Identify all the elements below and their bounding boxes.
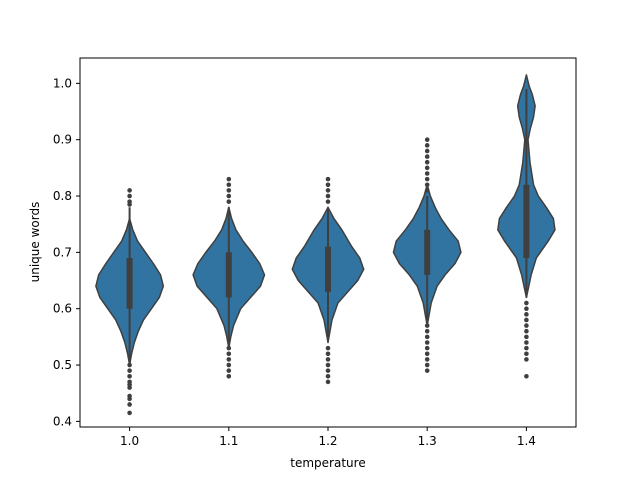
y-axis-label: unique words xyxy=(28,202,42,283)
outlier-point xyxy=(524,373,529,379)
y-tick-label: 0.4 xyxy=(53,414,72,428)
outlier-point xyxy=(424,334,430,340)
outlier-point xyxy=(127,373,132,379)
x-tick-label: 1.2 xyxy=(318,434,337,448)
iqr-box xyxy=(126,257,133,309)
outlier-point xyxy=(424,165,430,171)
outlier-point xyxy=(524,300,529,306)
violin-1.4 xyxy=(497,74,556,379)
outlier-point xyxy=(524,328,529,334)
outlier-point xyxy=(325,368,331,373)
outlier-point xyxy=(226,188,232,193)
outlier-point xyxy=(127,362,132,368)
y-tick-label: 0.9 xyxy=(53,133,72,147)
outlier-point xyxy=(524,345,529,351)
x-tick-label: 1.1 xyxy=(219,434,238,448)
outlier-point xyxy=(325,357,331,362)
outlier-point xyxy=(226,193,232,199)
violins-layer xyxy=(95,74,556,416)
outlier-point xyxy=(424,137,430,142)
outlier-point xyxy=(424,328,430,334)
outlier-point xyxy=(226,182,232,188)
outlier-point xyxy=(127,188,132,193)
outlier-point xyxy=(127,393,132,399)
iqr-box xyxy=(225,252,232,298)
outlier-point xyxy=(524,312,529,317)
outlier-point xyxy=(127,402,132,407)
outlier-point xyxy=(524,357,529,362)
y-tick-label: 0.6 xyxy=(53,302,72,316)
violin-1.2 xyxy=(291,176,365,385)
outlier-point xyxy=(325,351,331,357)
y-tick-label: 0.5 xyxy=(53,358,72,372)
x-axis-label: temperature xyxy=(290,456,365,470)
outlier-point xyxy=(226,368,232,373)
x-tick-label: 1.0 xyxy=(120,434,139,448)
outlier-point xyxy=(127,410,132,416)
outlier-point xyxy=(524,317,529,323)
x-tick-label: 1.4 xyxy=(517,434,536,448)
outlier-point xyxy=(325,379,331,385)
outlier-point xyxy=(226,362,232,368)
outlier-point xyxy=(424,176,430,182)
outlier-point xyxy=(325,193,331,199)
outlier-point xyxy=(325,199,331,204)
outlier-point xyxy=(524,306,529,311)
outlier-point xyxy=(424,362,430,368)
iqr-box xyxy=(523,184,530,258)
outlier-point xyxy=(424,171,430,176)
violin-1.3 xyxy=(392,137,462,373)
outlier-point xyxy=(127,379,132,385)
violin-1.0 xyxy=(95,188,165,416)
y-ticks: 0.4 0.5 0.6 0.7 0.8 0.9 1.0 xyxy=(53,76,80,428)
outlier-point xyxy=(325,362,331,368)
outlier-point xyxy=(325,176,331,182)
outlier-point xyxy=(524,340,529,345)
outlier-point xyxy=(127,193,132,199)
outlier-point xyxy=(424,345,430,351)
outlier-point xyxy=(325,182,331,188)
outlier-point xyxy=(424,340,430,345)
outlier-point xyxy=(226,357,232,362)
outlier-point xyxy=(524,323,529,328)
outlier-point xyxy=(325,345,331,351)
outlier-point xyxy=(226,373,232,379)
outlier-point xyxy=(424,148,430,154)
y-tick-label: 1.0 xyxy=(53,76,72,90)
outlier-point xyxy=(127,368,132,373)
outlier-point xyxy=(424,188,430,193)
outlier-point xyxy=(226,345,232,351)
outlier-point xyxy=(424,368,430,373)
outlier-point xyxy=(424,182,430,188)
outlier-point xyxy=(226,199,232,204)
x-ticks: 1.0 1.1 1.2 1.3 1.4 xyxy=(120,427,536,448)
y-tick-label: 0.7 xyxy=(53,245,72,259)
outlier-point xyxy=(127,199,132,204)
outlier-point xyxy=(325,373,331,379)
outlier-point xyxy=(524,334,529,340)
outlier-point xyxy=(424,357,430,362)
outlier-point xyxy=(424,143,430,148)
outlier-point xyxy=(424,323,430,328)
y-tick-label: 0.8 xyxy=(53,189,72,203)
outlier-point xyxy=(226,351,232,357)
iqr-box xyxy=(424,229,431,275)
outlier-point xyxy=(424,351,430,357)
iqr-box xyxy=(325,246,331,292)
x-tick-label: 1.3 xyxy=(418,434,437,448)
outlier-point xyxy=(424,154,430,159)
violin-1.1 xyxy=(192,176,266,379)
outlier-point xyxy=(424,159,430,165)
outlier-point xyxy=(226,176,232,182)
outlier-point xyxy=(325,188,331,193)
outlier-point xyxy=(524,351,529,357)
